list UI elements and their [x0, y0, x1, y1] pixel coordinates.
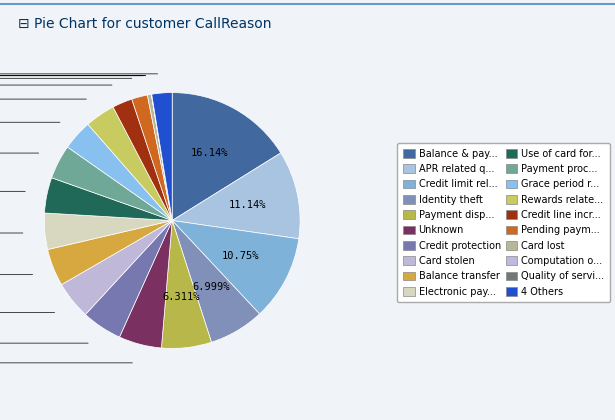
- Wedge shape: [172, 92, 281, 221]
- Wedge shape: [113, 99, 172, 220]
- Text: 3.81%: 3.81%: [0, 117, 60, 127]
- Text: 2.559%: 2.559%: [0, 69, 157, 79]
- Wedge shape: [172, 153, 300, 239]
- Wedge shape: [148, 94, 172, 220]
- Text: 0.02295%: 0.02295%: [0, 70, 146, 80]
- Text: 4.314%: 4.314%: [0, 148, 39, 158]
- Text: 2.524%: 2.524%: [0, 80, 112, 90]
- Wedge shape: [62, 220, 172, 315]
- Wedge shape: [44, 178, 172, 220]
- Legend: Balance & pay..., APR related q..., Credit limit rel..., Identity theft, Payment: Balance & pay..., APR related q..., Cred…: [397, 143, 610, 302]
- Text: 10.75%: 10.75%: [221, 251, 259, 261]
- Wedge shape: [119, 220, 172, 348]
- Text: 6.999%: 6.999%: [192, 282, 230, 291]
- Text: 6.311%: 6.311%: [162, 292, 200, 302]
- Wedge shape: [68, 124, 172, 220]
- Text: 5.416%: 5.416%: [0, 358, 132, 368]
- Text: 4.578%: 4.578%: [0, 228, 23, 238]
- Text: ⊟ Pie Chart for customer CallReason: ⊟ Pie Chart for customer CallReason: [18, 17, 272, 31]
- Wedge shape: [161, 220, 212, 349]
- Wedge shape: [85, 220, 172, 337]
- Wedge shape: [151, 94, 172, 220]
- Wedge shape: [151, 94, 172, 220]
- Text: 4.716%: 4.716%: [0, 270, 33, 280]
- Wedge shape: [172, 220, 299, 314]
- Wedge shape: [52, 147, 172, 220]
- Text: 11.14%: 11.14%: [229, 200, 266, 210]
- Wedge shape: [132, 95, 172, 220]
- Wedge shape: [172, 220, 260, 342]
- Text: 16.14%: 16.14%: [191, 148, 228, 158]
- Text: 3.81%: 3.81%: [0, 94, 86, 104]
- Text: 2.008%: 2.008%: [0, 73, 132, 83]
- Text: 0.5049%: 0.5049%: [0, 71, 143, 81]
- Text: 5.106%: 5.106%: [0, 338, 88, 348]
- Wedge shape: [44, 213, 172, 249]
- Text: 0.02295%: 0.02295%: [0, 70, 146, 80]
- Text: 4.773%: 4.773%: [0, 307, 55, 318]
- Wedge shape: [47, 220, 172, 285]
- Text: 4.487%: 4.487%: [0, 186, 25, 196]
- Wedge shape: [152, 92, 172, 221]
- Wedge shape: [88, 107, 172, 220]
